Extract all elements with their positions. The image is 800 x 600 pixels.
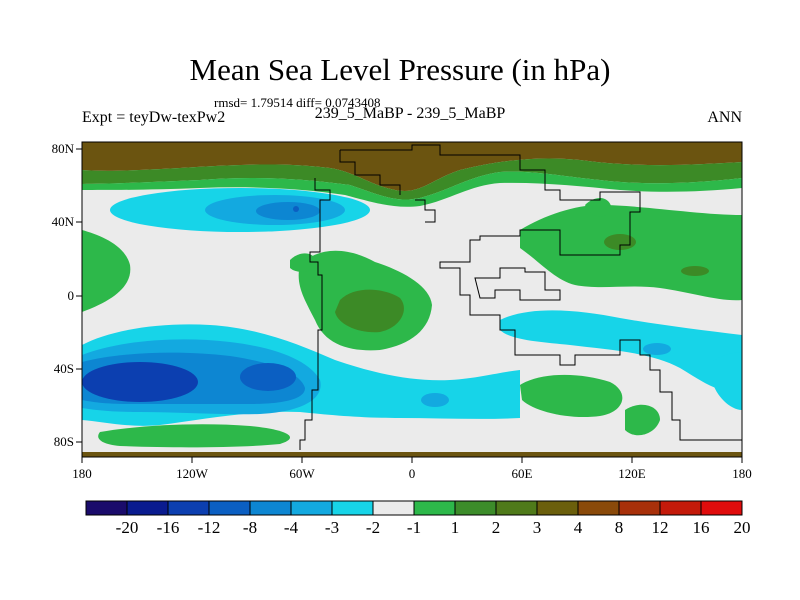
colorbar-label: -4 bbox=[283, 518, 299, 537]
colorbar-label: 1 bbox=[450, 518, 460, 537]
xtick-label: 120W bbox=[176, 466, 208, 481]
xtick-label: 0 bbox=[408, 466, 416, 481]
ytick-label: 80N bbox=[51, 141, 74, 156]
colorbar-label: -16 bbox=[156, 518, 180, 537]
colorbar-label: 4 bbox=[573, 518, 583, 537]
inner-sea-outline bbox=[474, 267, 561, 301]
xtick-label: 120E bbox=[618, 466, 646, 481]
colorbar-swatch bbox=[167, 500, 210, 516]
xtick-label: 60W bbox=[289, 466, 315, 481]
experiment-label: Expt = teyDw-texPw2 bbox=[82, 109, 226, 126]
indian-ocean-cyan bbox=[500, 310, 742, 393]
colorbar-swatch bbox=[85, 500, 128, 516]
colorbar-label: -8 bbox=[242, 518, 258, 537]
colorbar-label: -1 bbox=[406, 518, 422, 537]
colorbar-swatch bbox=[618, 500, 661, 516]
colorbar-swatch bbox=[208, 500, 251, 516]
xtick-label: 180 bbox=[72, 466, 92, 481]
ytick-label: 0 bbox=[67, 288, 75, 303]
east-dark-green-2 bbox=[681, 266, 709, 276]
xtick-label: 180 bbox=[732, 466, 752, 481]
colorbar-swatch bbox=[331, 500, 374, 516]
axis-ticks bbox=[76, 148, 743, 463]
tropical-dark-green-core bbox=[335, 289, 404, 333]
colorbar-swatch bbox=[413, 500, 456, 516]
colorbar-label: -12 bbox=[197, 518, 221, 537]
period-label: ANN bbox=[707, 109, 742, 126]
north-outline bbox=[339, 150, 401, 195]
colorbar-swatch bbox=[454, 500, 497, 516]
eurasia-outline bbox=[340, 144, 742, 441]
colorbar-label: -2 bbox=[365, 518, 381, 537]
colorbar-label: -3 bbox=[324, 518, 340, 537]
north-green-fringe bbox=[82, 171, 742, 207]
colorbar-swatch bbox=[126, 500, 169, 516]
comparison-label: 239_5_MaBP - 239_5_MaBP bbox=[314, 105, 506, 122]
ytick-label: 40S bbox=[53, 361, 74, 376]
small-blue-spot bbox=[421, 393, 449, 407]
south-green-patch-east bbox=[625, 404, 660, 436]
colorbar-label: -20 bbox=[115, 518, 139, 537]
north-pacific-low-center bbox=[293, 206, 299, 212]
colorbar-swatch bbox=[577, 500, 620, 516]
colorbar-swatch bbox=[495, 500, 538, 516]
north-band-green-edge bbox=[82, 158, 742, 200]
colorbar-swatch bbox=[659, 500, 702, 516]
colorbar-swatch bbox=[290, 500, 333, 516]
south-atlantic-low-core bbox=[240, 363, 296, 391]
colorbar-label: 20 bbox=[733, 518, 751, 537]
south-indian-green bbox=[520, 374, 623, 418]
south-pacific-low-core bbox=[82, 362, 198, 402]
ytick-label: 40N bbox=[51, 214, 74, 229]
chart-title: Mean Sea Level Pressure (in hPa) bbox=[189, 52, 611, 87]
south-edge-band bbox=[82, 452, 742, 457]
colorbar-swatch bbox=[536, 500, 579, 516]
americas-outline bbox=[299, 178, 331, 450]
colorbar-swatch bbox=[249, 500, 292, 516]
continent-outlines bbox=[299, 144, 742, 450]
peninsula-outline bbox=[415, 199, 436, 223]
east-cyan-corner bbox=[712, 352, 742, 410]
colorbar-label: 16 bbox=[692, 518, 710, 537]
colorbar bbox=[85, 500, 743, 516]
colorbar-label: 12 bbox=[651, 518, 669, 537]
ytick-label: 80S bbox=[53, 434, 74, 449]
north-pacific-low-core bbox=[256, 202, 320, 220]
west-green-patch bbox=[82, 230, 131, 312]
colorbar-swatch bbox=[372, 500, 415, 516]
colorbar-swatch bbox=[700, 500, 743, 516]
south-green-band bbox=[98, 424, 291, 448]
colorbar-label: 2 bbox=[491, 518, 501, 537]
north-high-pressure-band bbox=[82, 142, 742, 191]
xtick-label: 60E bbox=[511, 466, 533, 481]
east-green-top-lobe bbox=[585, 198, 612, 217]
east-dark-green-1 bbox=[604, 234, 636, 250]
colorbar-label: 8 bbox=[614, 518, 624, 537]
stats-text: rmsd= 1.79514 diff= 0.0743408 bbox=[214, 95, 381, 110]
indian-ocean-blue-core bbox=[643, 343, 671, 355]
colorbar-label: 3 bbox=[532, 518, 542, 537]
east-green-region bbox=[520, 205, 742, 301]
